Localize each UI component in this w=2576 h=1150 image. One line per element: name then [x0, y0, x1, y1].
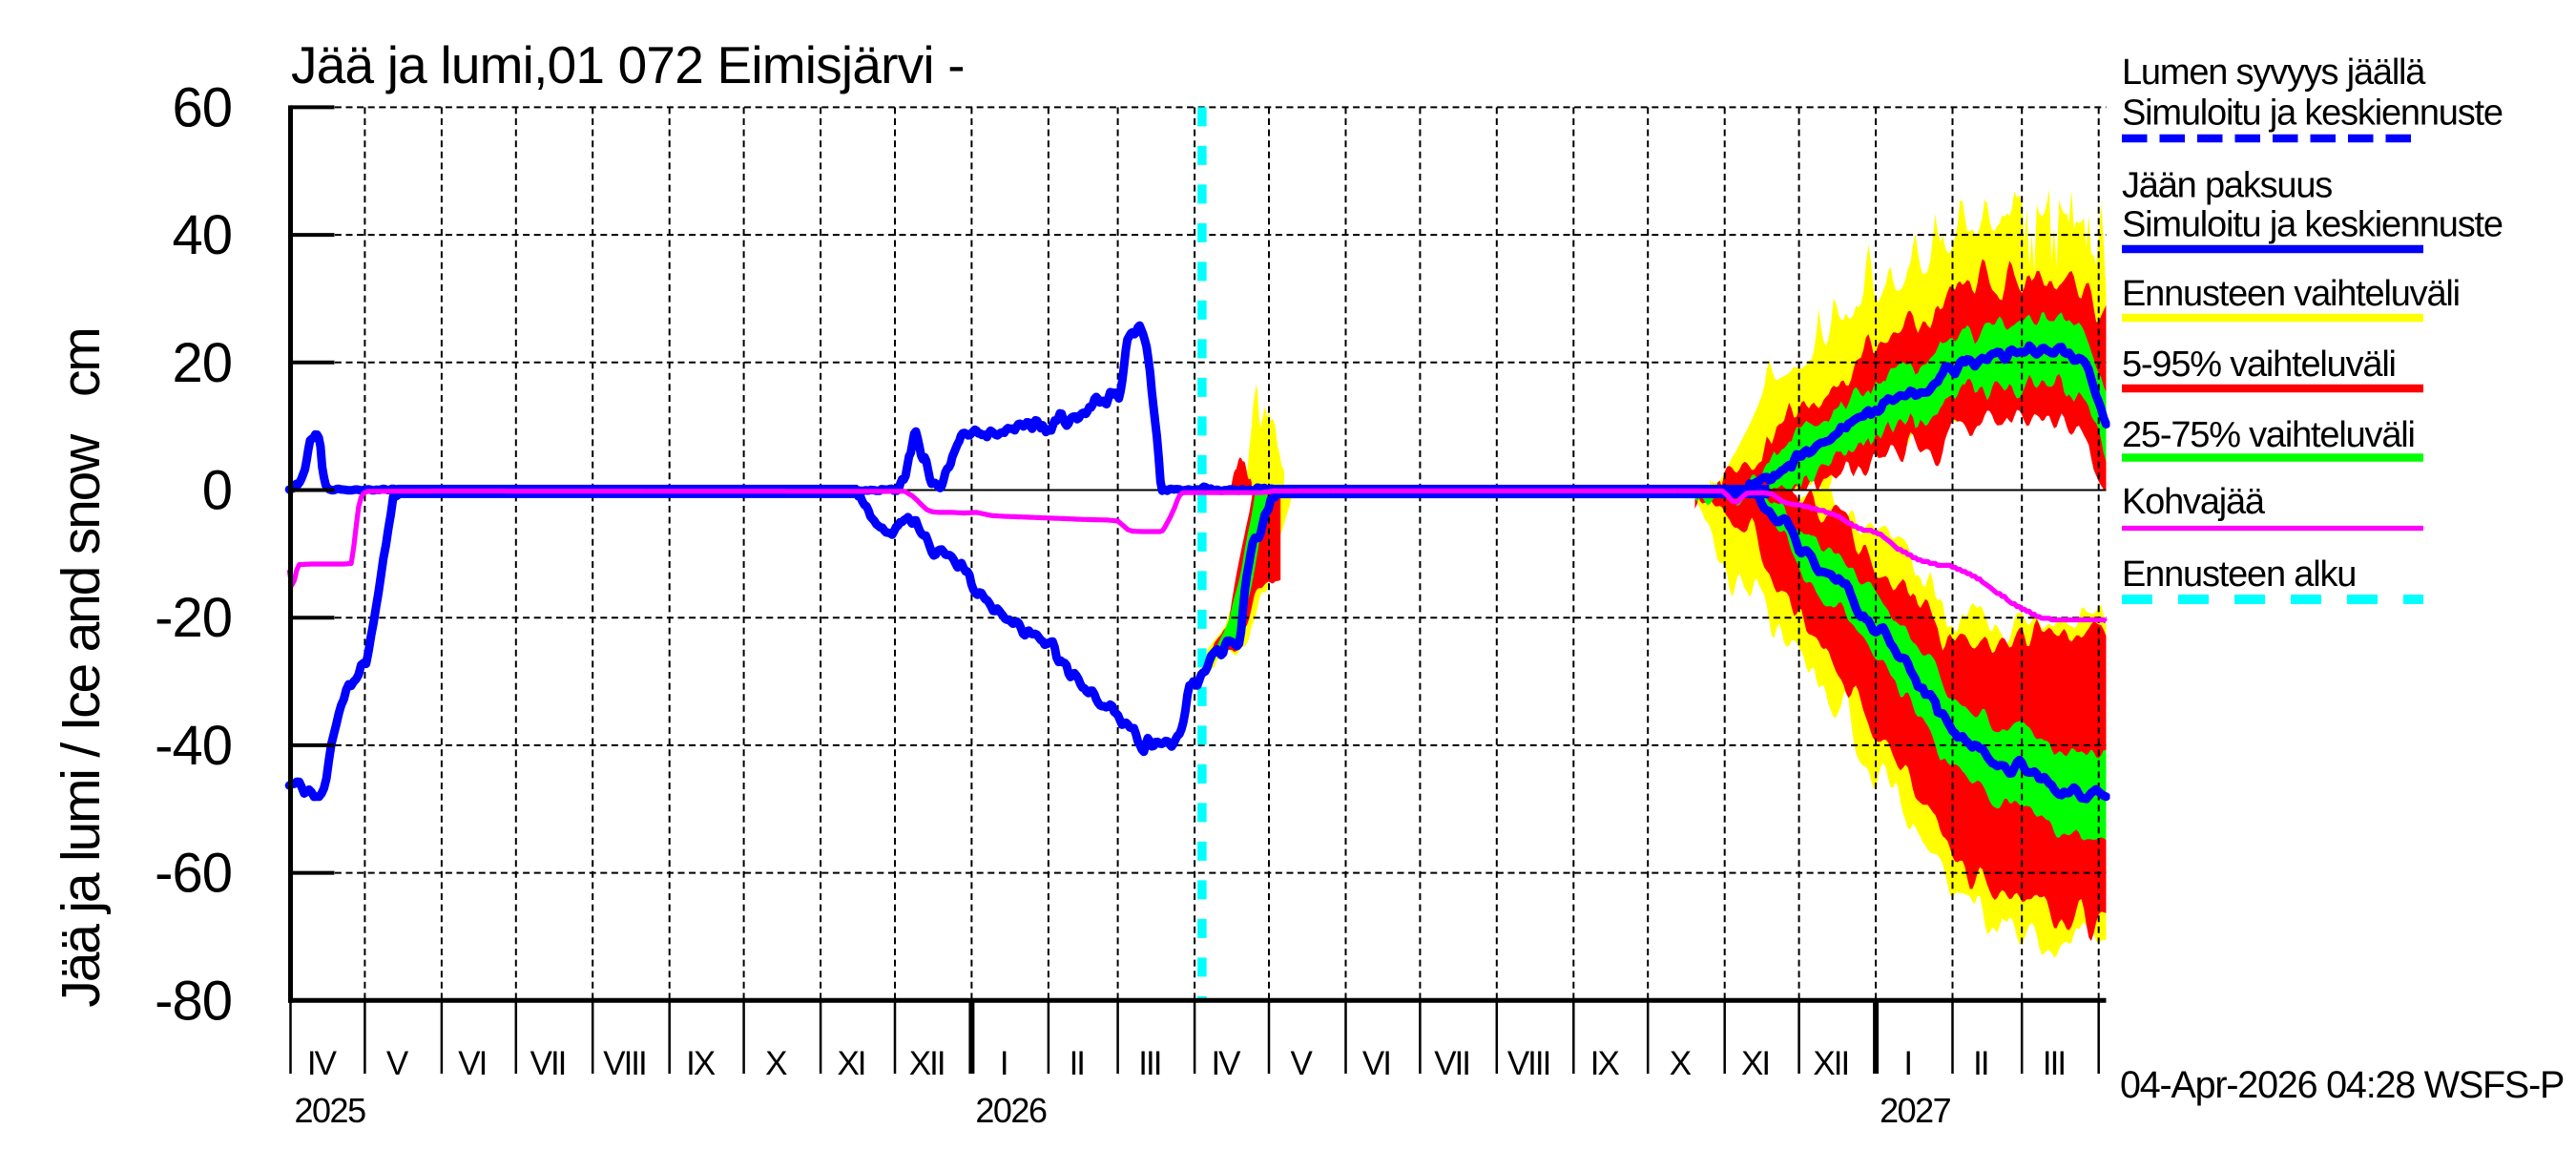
svg-text:VI: VI [458, 1045, 486, 1082]
svg-text:XII: XII [909, 1045, 945, 1082]
svg-text:5-95% vaihteluväli: 5-95% vaihteluväli [2122, 345, 2396, 385]
svg-text:60: 60 [172, 76, 232, 138]
svg-text:XI: XI [1741, 1045, 1769, 1082]
svg-text:Lumen syvyys jäällä: Lumen syvyys jäällä [2122, 52, 2426, 93]
svg-text:VII: VII [1434, 1045, 1469, 1082]
svg-text:Jää ja lumi / Ice and snow c: Jää ja lumi / Ice and snow cm [51, 328, 112, 1007]
svg-text:2027: 2027 [1880, 1091, 1951, 1130]
svg-text:-80: -80 [155, 970, 232, 1032]
svg-text:40: 40 [172, 204, 232, 266]
svg-text:-60: -60 [155, 843, 232, 905]
svg-text:25-75% vaihteluväli: 25-75% vaihteluväli [2122, 415, 2415, 455]
svg-text:VIII: VIII [1507, 1045, 1550, 1082]
svg-text:Ennusteen alku: Ennusteen alku [2122, 554, 2356, 595]
svg-text:0: 0 [202, 460, 232, 522]
svg-text:XII: XII [1813, 1045, 1848, 1082]
svg-text:IX: IX [686, 1045, 716, 1082]
svg-text:I: I [1000, 1045, 1008, 1082]
svg-text:20: 20 [172, 332, 232, 394]
svg-text:Simuloitu ja keskiennuste: Simuloitu ja keskiennuste [2122, 205, 2503, 245]
svg-text:XI: XI [837, 1045, 864, 1082]
svg-text:II: II [1070, 1045, 1084, 1082]
svg-text:-20: -20 [155, 587, 232, 649]
svg-text:IV: IV [1211, 1045, 1241, 1082]
svg-text:Ennusteen vaihteluväli: Ennusteen vaihteluväli [2122, 274, 2460, 314]
svg-text:V: V [1291, 1045, 1314, 1082]
svg-text:VII: VII [530, 1045, 566, 1082]
svg-text:VIII: VIII [603, 1045, 646, 1082]
svg-text:Jään paksuus: Jään paksuus [2122, 166, 2332, 206]
svg-text:-40: -40 [155, 715, 232, 777]
svg-text:X: X [765, 1045, 787, 1082]
svg-text:04-Apr-2026 04:28 WSFS-P: 04-Apr-2026 04:28 WSFS-P [2120, 1064, 2564, 1106]
svg-text:VI: VI [1362, 1045, 1390, 1082]
svg-text:III: III [2043, 1045, 2065, 1082]
svg-text:IX: IX [1590, 1045, 1620, 1082]
svg-text:X: X [1670, 1045, 1692, 1082]
svg-text:III: III [1138, 1045, 1160, 1082]
svg-text:2025: 2025 [295, 1091, 366, 1130]
svg-text:2026: 2026 [975, 1091, 1047, 1130]
svg-text:Kohvajää: Kohvajää [2122, 482, 2266, 522]
svg-text:Jää ja lumi,01 072 Eimisjärvi: Jää ja lumi,01 072 Eimisjärvi - [291, 35, 965, 94]
svg-text:II: II [1973, 1045, 1987, 1082]
svg-text:Simuloitu ja keskiennuste: Simuloitu ja keskiennuste [2122, 94, 2503, 134]
svg-text:V: V [386, 1045, 409, 1082]
svg-text:IV: IV [307, 1045, 338, 1082]
svg-text:I: I [1903, 1045, 1911, 1082]
